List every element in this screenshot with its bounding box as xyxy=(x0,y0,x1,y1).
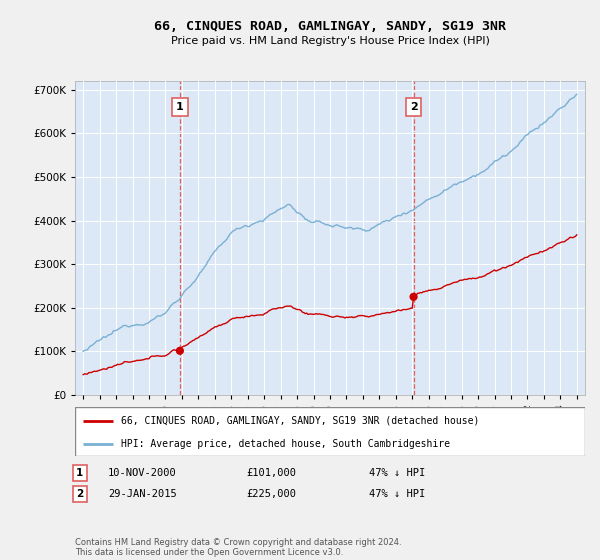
Text: 2: 2 xyxy=(76,489,83,499)
Text: Contains HM Land Registry data © Crown copyright and database right 2024.
This d: Contains HM Land Registry data © Crown c… xyxy=(75,538,401,557)
Text: 10-NOV-2000: 10-NOV-2000 xyxy=(108,468,177,478)
Text: 1: 1 xyxy=(76,468,83,478)
Text: Price paid vs. HM Land Registry's House Price Index (HPI): Price paid vs. HM Land Registry's House … xyxy=(170,36,490,46)
Point xyxy=(175,346,185,355)
Text: £101,000: £101,000 xyxy=(246,468,296,478)
Text: 29-JAN-2015: 29-JAN-2015 xyxy=(108,489,177,499)
Text: 47% ↓ HPI: 47% ↓ HPI xyxy=(369,489,425,499)
Text: £225,000: £225,000 xyxy=(246,489,296,499)
Text: 66, CINQUES ROAD, GAMLINGAY, SANDY, SG19 3NR (detached house): 66, CINQUES ROAD, GAMLINGAY, SANDY, SG19… xyxy=(121,416,479,426)
Text: HPI: Average price, detached house, South Cambridgeshire: HPI: Average price, detached house, Sout… xyxy=(121,439,450,449)
Point xyxy=(409,292,418,301)
Text: 1: 1 xyxy=(176,102,184,113)
Text: 2: 2 xyxy=(410,102,418,113)
Text: 47% ↓ HPI: 47% ↓ HPI xyxy=(369,468,425,478)
Text: 66, CINQUES ROAD, GAMLINGAY, SANDY, SG19 3NR: 66, CINQUES ROAD, GAMLINGAY, SANDY, SG19… xyxy=(154,20,506,32)
